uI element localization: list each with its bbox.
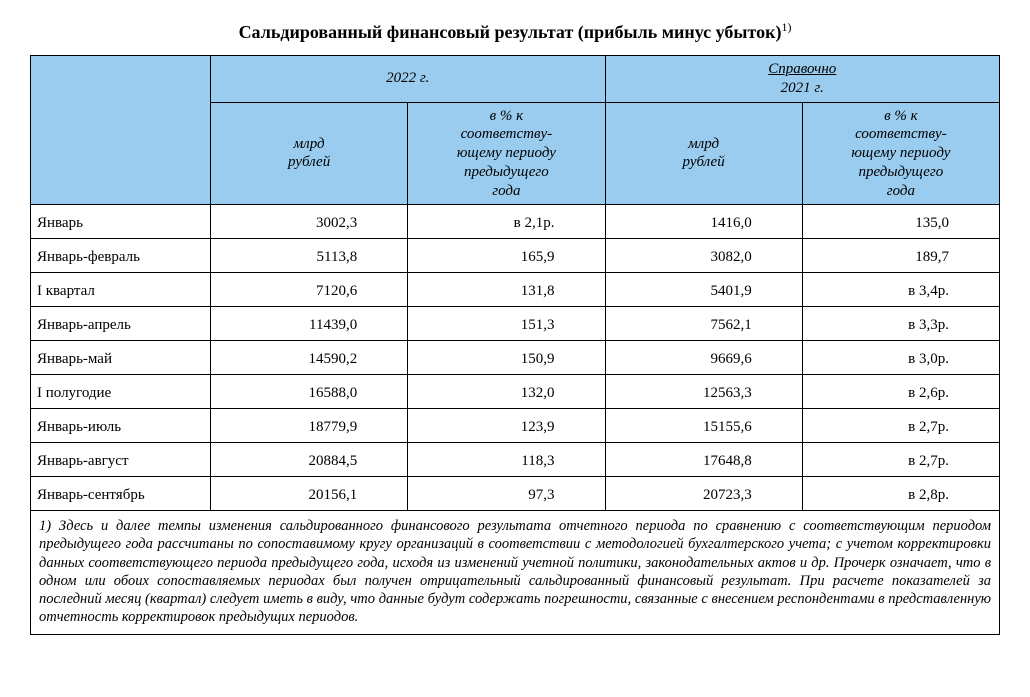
- table-row: I квартал7120,6131,85401,9в 3,4р.: [31, 273, 1000, 307]
- row-label: Январь-июль: [31, 409, 211, 443]
- page-title: Сальдированный финансовый результат (при…: [30, 20, 1000, 43]
- cell-2022-pct: 123,9: [408, 409, 605, 443]
- header-2022-mlrd: млрдрублей: [211, 102, 408, 205]
- cell-2022-mlrd: 20156,1: [211, 477, 408, 511]
- cell-2021-mlrd: 15155,6: [605, 409, 802, 443]
- header-2022-pct: в % ксоответству-ющему периодупредыдущег…: [408, 102, 605, 205]
- cell-2022-pct: 132,0: [408, 375, 605, 409]
- cell-2022-mlrd: 20884,5: [211, 443, 408, 477]
- cell-2021-pct: в 2,7р.: [802, 443, 999, 477]
- row-label: I квартал: [31, 273, 211, 307]
- row-label: Январь-сентябрь: [31, 477, 211, 511]
- cell-2021-mlrd: 1416,0: [605, 205, 802, 239]
- cell-2021-mlrd: 3082,0: [605, 239, 802, 273]
- table-body: Январь3002,3в 2,1р.1416,0135,0Январь-фев…: [31, 205, 1000, 511]
- cell-2022-pct: 97,3: [408, 477, 605, 511]
- table-row: Январь-сентябрь20156,197,320723,3в 2,8р.: [31, 477, 1000, 511]
- cell-2022-mlrd: 14590,2: [211, 341, 408, 375]
- footnote-row: 1) Здесь и далее темпы изменения сальдир…: [31, 511, 1000, 635]
- cell-2022-mlrd: 16588,0: [211, 375, 408, 409]
- cell-2021-pct: в 2,8р.: [802, 477, 999, 511]
- header-2021-mlrd: млрдрублей: [605, 102, 802, 205]
- cell-2021-mlrd: 5401,9: [605, 273, 802, 307]
- title-text: Сальдированный финансовый результат (при…: [239, 22, 782, 42]
- cell-2022-pct: 151,3: [408, 307, 605, 341]
- cell-2022-mlrd: 18779,9: [211, 409, 408, 443]
- cell-2022-mlrd: 5113,8: [211, 239, 408, 273]
- title-footnote-ref: 1): [781, 20, 791, 34]
- financial-result-table: 2022 г. Справочно 2021 г. млрдрублей в %…: [30, 55, 1000, 635]
- cell-2022-pct: 150,9: [408, 341, 605, 375]
- cell-2021-pct: 135,0: [802, 205, 999, 239]
- cell-2021-mlrd: 12563,3: [605, 375, 802, 409]
- cell-2022-pct: 118,3: [408, 443, 605, 477]
- header-2021-pct: в % ксоответству-ющему периодупредыдущег…: [802, 102, 999, 205]
- row-label: Январь-февраль: [31, 239, 211, 273]
- table-row: Январь-май14590,2150,99669,6в 3,0р.: [31, 341, 1000, 375]
- row-label: Январь-май: [31, 341, 211, 375]
- header-empty: [31, 56, 211, 205]
- cell-2022-pct: 131,8: [408, 273, 605, 307]
- table-row: Январь3002,3в 2,1р.1416,0135,0: [31, 205, 1000, 239]
- row-label: Январь-август: [31, 443, 211, 477]
- table-row: I полугодие16588,0132,012563,3в 2,6р.: [31, 375, 1000, 409]
- row-label: Январь-апрель: [31, 307, 211, 341]
- cell-2021-pct: в 3,4р.: [802, 273, 999, 307]
- table-row: Январь-февраль5113,8165,93082,0189,7: [31, 239, 1000, 273]
- cell-2021-mlrd: 7562,1: [605, 307, 802, 341]
- cell-2021-mlrd: 20723,3: [605, 477, 802, 511]
- cell-2022-pct: 165,9: [408, 239, 605, 273]
- table-row: Январь-июль18779,9123,915155,6в 2,7р.: [31, 409, 1000, 443]
- cell-2021-pct: в 3,3р.: [802, 307, 999, 341]
- cell-2021-pct: в 3,0р.: [802, 341, 999, 375]
- cell-2022-pct: в 2,1р.: [408, 205, 605, 239]
- row-label: Январь: [31, 205, 211, 239]
- row-label: I полугодие: [31, 375, 211, 409]
- cell-2021-mlrd: 9669,6: [605, 341, 802, 375]
- cell-2021-pct: в 2,7р.: [802, 409, 999, 443]
- table-row: Январь-апрель11439,0151,37562,1в 3,3р.: [31, 307, 1000, 341]
- footnote-text: 1) Здесь и далее темпы изменения сальдир…: [31, 511, 1000, 635]
- cell-2021-pct: в 2,6р.: [802, 375, 999, 409]
- cell-2022-mlrd: 3002,3: [211, 205, 408, 239]
- cell-2021-pct: 189,7: [802, 239, 999, 273]
- header-year-2021-year: 2021 г.: [781, 80, 824, 96]
- header-year-2021: Справочно 2021 г.: [605, 56, 1000, 103]
- cell-2022-mlrd: 7120,6: [211, 273, 408, 307]
- table-row: Январь-август20884,5118,317648,8в 2,7р.: [31, 443, 1000, 477]
- header-year-2021-ref: Справочно: [768, 61, 836, 77]
- cell-2022-mlrd: 11439,0: [211, 307, 408, 341]
- cell-2021-mlrd: 17648,8: [605, 443, 802, 477]
- header-year-2022: 2022 г.: [211, 56, 606, 103]
